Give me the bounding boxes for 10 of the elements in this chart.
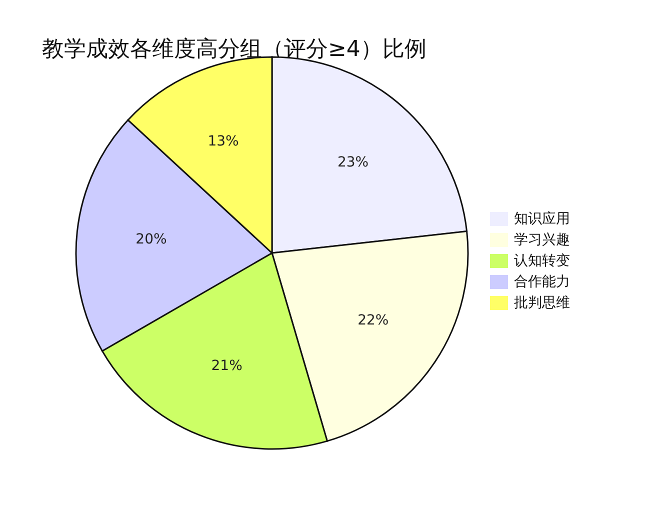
legend-label: 知识应用: [514, 210, 570, 228]
data-label: 22%: [358, 312, 389, 328]
data-label: 13%: [208, 134, 239, 150]
legend-label: 认知转变: [514, 252, 570, 270]
data-label: 20%: [136, 232, 167, 248]
legend-label: 合作能力: [514, 272, 570, 290]
legend-label: 批判思维: [514, 294, 570, 312]
data-label: 21%: [211, 358, 242, 374]
legend-label: 学习兴趣: [514, 230, 570, 248]
data-label: 23%: [337, 154, 369, 170]
